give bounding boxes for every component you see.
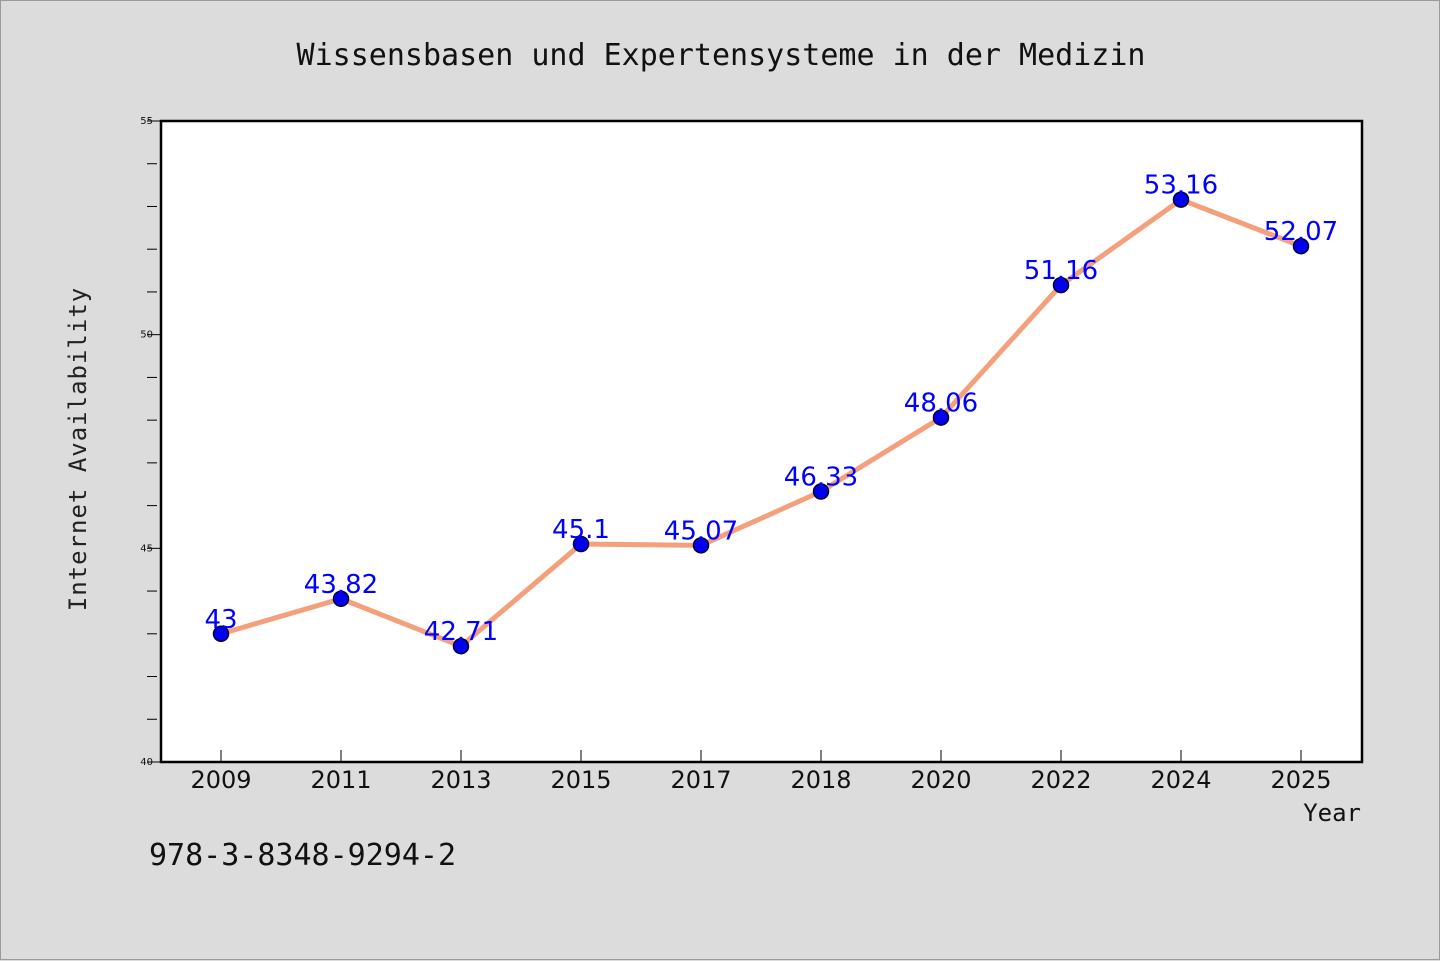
y-tick-label: 50	[140, 330, 153, 341]
data-point	[1052, 276, 1070, 294]
data-point	[1172, 191, 1190, 208]
data-point	[812, 483, 830, 500]
y-tick-label: 40	[140, 757, 153, 768]
chart-title: Wissensbasen und Expertensysteme in der …	[297, 38, 1146, 73]
x-tick-label: 2011	[310, 766, 371, 794]
data-series: 43 43.82 42.71 45.1 45.07 46.33 48.06 51.16 53.1…	[204, 171, 1338, 655]
x-tick-label: 2018	[790, 766, 851, 794]
data-label: 46.33	[784, 462, 858, 492]
data-label: 52.07	[1264, 217, 1338, 247]
data-point	[692, 537, 710, 554]
x-tick-label: 2020	[910, 766, 971, 794]
y-axis: 40 45 50 55	[140, 116, 161, 768]
x-axis-label: Year	[1303, 799, 1361, 827]
data-label: 43.82	[304, 570, 378, 600]
data-point	[1292, 237, 1310, 255]
data-point	[212, 625, 230, 643]
data-label: 43	[204, 605, 237, 635]
data-point	[572, 535, 590, 553]
data-point	[332, 590, 350, 608]
x-axis: 2009 2011 2013 2015 2017 2018 2020 2022 2024 2025	[190, 750, 1332, 794]
x-tick-label: 2024	[1150, 766, 1211, 794]
data-label: 45.07	[664, 516, 738, 546]
y-tick-label: 45	[140, 543, 153, 554]
data-label: 53.16	[1144, 171, 1218, 201]
data-point	[932, 409, 950, 426]
x-tick-label: 2009	[190, 766, 251, 794]
data-label: 51.16	[1024, 256, 1098, 286]
isbn-text: 978-3-8348-9294-2	[149, 838, 456, 873]
data-label: 42.71	[424, 617, 498, 647]
plot-area	[159, 119, 1364, 764]
data-label: 45.1	[552, 515, 610, 545]
y-axis-label: Internet Availability	[64, 287, 92, 611]
y-tick-label: 55	[140, 116, 153, 127]
series-line	[218, 197, 1304, 649]
x-tick-label: 2022	[1030, 766, 1091, 794]
x-tick-label: 2025	[1270, 766, 1331, 794]
data-label: 48.06	[904, 389, 978, 419]
data-point	[452, 637, 470, 655]
x-tick-label: 2013	[430, 766, 491, 794]
x-tick-label: 2015	[550, 766, 611, 794]
x-tick-label: 2017	[670, 766, 731, 794]
